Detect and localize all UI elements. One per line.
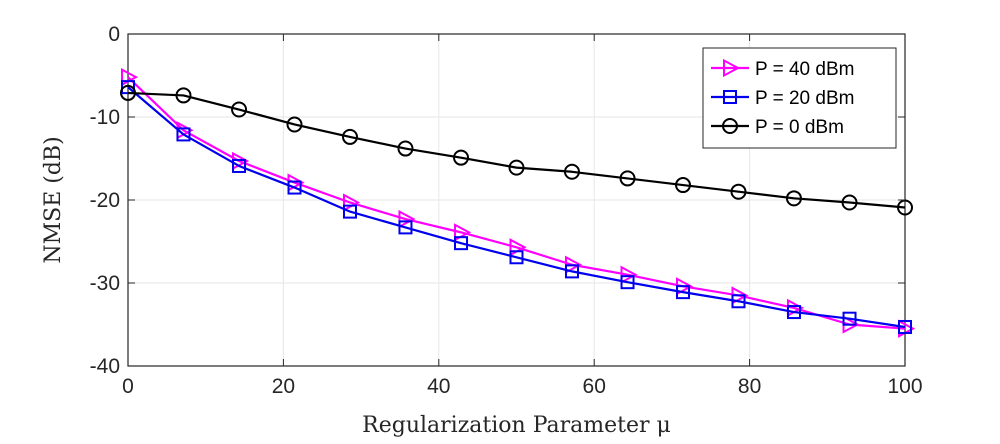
legend-label: P = 40 dBm [755, 59, 854, 80]
y-tick-label: -40 [90, 355, 120, 378]
data-point [287, 180, 302, 195]
data-point [397, 140, 414, 157]
y-tick-label: -20 [90, 189, 120, 212]
data-point [286, 116, 303, 133]
y-tick-label: 0 [108, 23, 120, 46]
data-point [786, 305, 801, 320]
legend-marker [723, 90, 737, 104]
data-point [508, 159, 525, 176]
data-point [564, 264, 579, 279]
series-line [127, 91, 906, 209]
legend-marker [722, 118, 738, 134]
data-point [398, 209, 416, 229]
data-point [731, 294, 746, 309]
x-tick-label: 80 [738, 375, 761, 398]
data-point [341, 128, 358, 145]
x-tick-label: 0 [122, 375, 134, 398]
data-series [120, 67, 916, 338]
data-point [398, 220, 413, 235]
data-point [342, 204, 357, 219]
data-point [509, 250, 524, 265]
y-tick-label: -10 [90, 106, 120, 129]
axis-ticks: 0 20 40 60 80 100 0 -10 -20 -30 -40 [90, 23, 923, 398]
data-point [563, 163, 580, 180]
legend-entry: P = 20 dBm [711, 88, 854, 109]
legend-entry: P = 0 dBm [711, 117, 844, 138]
x-tick-label: 40 [427, 375, 450, 398]
data-point [620, 275, 635, 290]
data-point [120, 84, 136, 101]
x-tick-label: 60 [583, 375, 606, 398]
data-point [619, 170, 636, 187]
data-point [898, 319, 912, 334]
data-point [232, 158, 247, 173]
x-axis-title: Regularization Parameter μ [362, 413, 671, 438]
series-line [127, 76, 906, 330]
legend-label: P = 0 dBm [755, 117, 844, 138]
data-point [231, 101, 248, 118]
x-tick-label: 20 [272, 375, 295, 398]
legend: P = 40 dBm P = 20 dBm P = 0 dBm [702, 47, 897, 149]
legend-label: P = 20 dBm [755, 88, 854, 109]
y-axis-title: NMSE (dB) [41, 136, 66, 263]
series-2 [120, 84, 913, 216]
x-tick-label: 100 [887, 375, 922, 398]
data-point [841, 194, 858, 211]
data-point [675, 177, 692, 194]
data-point [175, 87, 192, 104]
data-point [454, 223, 472, 242]
series-1 [121, 80, 912, 334]
series-line [127, 86, 906, 329]
y-tick-label: -30 [90, 272, 120, 295]
data-point [676, 285, 691, 300]
legend-marker [723, 58, 741, 78]
data-point [730, 183, 747, 200]
data-point [176, 127, 191, 142]
data-point [453, 149, 470, 166]
data-point [785, 190, 802, 207]
legend-entry: P = 40 dBm [711, 58, 854, 80]
data-point [454, 236, 469, 251]
data-point [620, 265, 638, 284]
data-point [842, 311, 857, 326]
